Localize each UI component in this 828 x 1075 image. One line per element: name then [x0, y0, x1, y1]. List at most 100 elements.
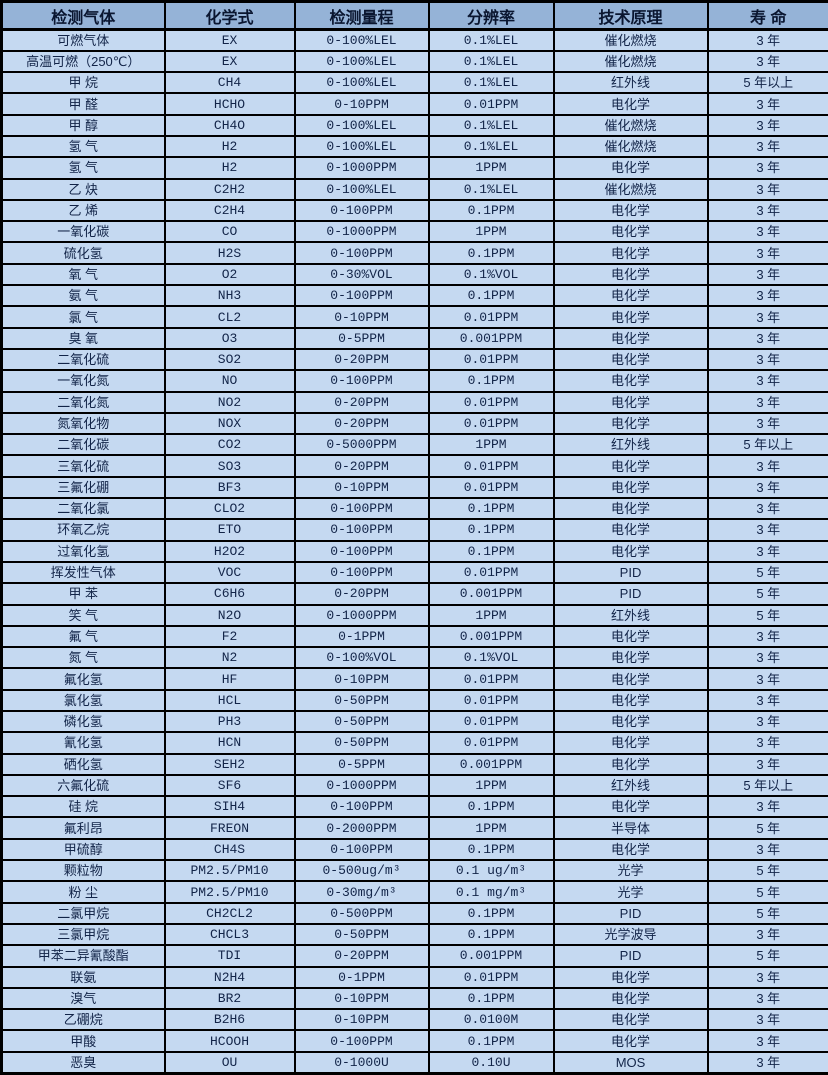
- cell-gas: 三氧化硫: [2, 455, 165, 476]
- cell-lifespan: 3 年: [708, 626, 828, 647]
- cell-lifespan: 3 年: [708, 264, 828, 285]
- cell-lifespan: 3 年: [708, 711, 828, 732]
- cell-formula: CO: [165, 221, 295, 242]
- cell-principle: 电化学: [554, 157, 708, 178]
- cell-range: 0-100PPM: [295, 1030, 429, 1051]
- cell-range: 0-20PPM: [295, 413, 429, 434]
- cell-resolution: 1PPM: [429, 605, 554, 626]
- cell-principle: 电化学: [554, 264, 708, 285]
- cell-resolution: 0.01PPM: [429, 392, 554, 413]
- cell-principle: 电化学: [554, 349, 708, 370]
- cell-resolution: 0.01PPM: [429, 349, 554, 370]
- cell-formula: N2: [165, 647, 295, 668]
- cell-gas: 甲 醇: [2, 115, 165, 136]
- cell-range: 0-20PPM: [295, 583, 429, 604]
- cell-range: 0-50PPM: [295, 924, 429, 945]
- cell-resolution: 0.01PPM: [429, 690, 554, 711]
- cell-lifespan: 3 年: [708, 519, 828, 540]
- cell-resolution: 0.001PPM: [429, 328, 554, 349]
- cell-resolution: 0.1PPM: [429, 498, 554, 519]
- cell-formula: NO: [165, 370, 295, 391]
- cell-resolution: 0.001PPM: [429, 945, 554, 966]
- cell-resolution: 0.01PPM: [429, 455, 554, 476]
- cell-principle: 催化燃烧: [554, 179, 708, 200]
- cell-lifespan: 3 年: [708, 179, 828, 200]
- cell-lifespan: 3 年: [708, 306, 828, 327]
- cell-principle: 电化学: [554, 647, 708, 668]
- column-header-gas: 检测气体: [2, 2, 165, 30]
- cell-gas: 三氟化硼: [2, 477, 165, 498]
- cell-principle: 光学波导: [554, 924, 708, 945]
- cell-range: 0-500ug/m³: [295, 860, 429, 881]
- cell-formula: BR2: [165, 988, 295, 1009]
- cell-gas: 笑 气: [2, 605, 165, 626]
- cell-principle: 红外线: [554, 434, 708, 455]
- cell-principle: 电化学: [554, 413, 708, 434]
- cell-formula: C6H6: [165, 583, 295, 604]
- cell-formula: H2: [165, 157, 295, 178]
- cell-lifespan: 3 年: [708, 115, 828, 136]
- cell-gas: 甲 苯: [2, 583, 165, 604]
- cell-principle: 电化学: [554, 1030, 708, 1051]
- cell-gas: 臭 氧: [2, 328, 165, 349]
- cell-range: 0-100%LEL: [295, 115, 429, 136]
- cell-lifespan: 3 年: [708, 30, 828, 51]
- cell-gas: 溴气: [2, 988, 165, 1009]
- cell-lifespan: 3 年: [708, 924, 828, 945]
- cell-range: 0-1PPM: [295, 967, 429, 988]
- cell-gas: 氮氧化物: [2, 413, 165, 434]
- cell-range: 0-100%VOL: [295, 647, 429, 668]
- cell-resolution: 0.1%VOL: [429, 647, 554, 668]
- cell-gas: 乙 烯: [2, 200, 165, 221]
- cell-gas: 高温可燃（250℃）: [2, 51, 165, 72]
- cell-resolution: 0.01PPM: [429, 668, 554, 689]
- cell-range: 0-10PPM: [295, 668, 429, 689]
- cell-range: 0-30%VOL: [295, 264, 429, 285]
- cell-lifespan: 3 年: [708, 93, 828, 114]
- cell-principle: 电化学: [554, 711, 708, 732]
- cell-formula: CH4: [165, 72, 295, 93]
- cell-resolution: 0.01PPM: [429, 967, 554, 988]
- cell-gas: 硅 烷: [2, 796, 165, 817]
- cell-principle: 电化学: [554, 754, 708, 775]
- cell-resolution: 0.1PPM: [429, 285, 554, 306]
- cell-gas: 二氧化氮: [2, 392, 165, 413]
- cell-lifespan: 3 年: [708, 690, 828, 711]
- cell-gas: 氢 气: [2, 157, 165, 178]
- cell-gas: 乙 炔: [2, 179, 165, 200]
- cell-formula: CO2: [165, 434, 295, 455]
- cell-resolution: 0.1%LEL: [429, 51, 554, 72]
- cell-gas: 氟利昂: [2, 817, 165, 838]
- cell-range: 0-50PPM: [295, 690, 429, 711]
- cell-range: 0-100%LEL: [295, 30, 429, 51]
- cell-range: 0-100%LEL: [295, 51, 429, 72]
- cell-gas: 二氯甲烷: [2, 903, 165, 924]
- cell-formula: H2S: [165, 242, 295, 263]
- cell-lifespan: 3 年: [708, 668, 828, 689]
- cell-range: 0-500PPM: [295, 903, 429, 924]
- cell-lifespan: 3 年: [708, 136, 828, 157]
- cell-range: 0-30mg/m³: [295, 881, 429, 902]
- cell-gas: 环氧乙烷: [2, 519, 165, 540]
- cell-gas: 甲 醛: [2, 93, 165, 114]
- cell-lifespan: 3 年: [708, 370, 828, 391]
- cell-principle: 电化学: [554, 498, 708, 519]
- cell-resolution: 0.001PPM: [429, 754, 554, 775]
- cell-resolution: 0.1%VOL: [429, 264, 554, 285]
- cell-principle: 电化学: [554, 477, 708, 498]
- cell-lifespan: 3 年: [708, 328, 828, 349]
- cell-gas: 氯化氢: [2, 690, 165, 711]
- cell-formula: B2H6: [165, 1009, 295, 1030]
- cell-gas: 挥发性气体: [2, 562, 165, 583]
